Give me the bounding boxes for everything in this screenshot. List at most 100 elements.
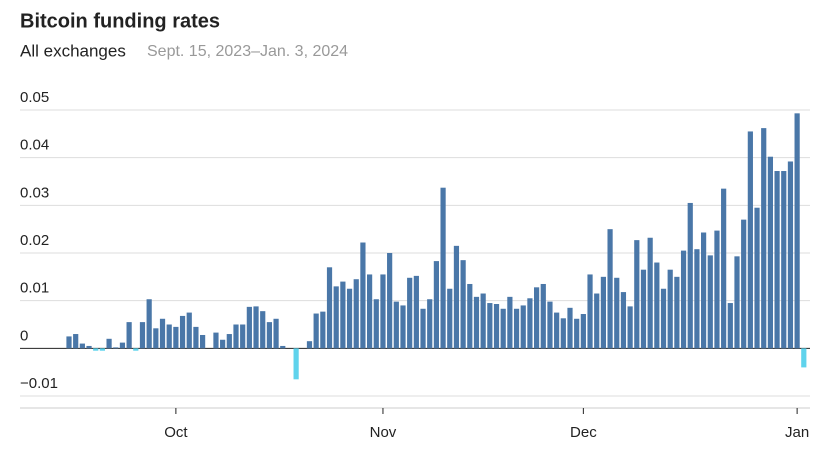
x-tick-label: Jan — [785, 424, 809, 441]
bar — [240, 324, 246, 349]
y-tick-label: 0.01 — [20, 280, 49, 297]
bar — [794, 113, 800, 349]
date-range: Sept. 15, 2023–Jan. 3, 2024 — [147, 43, 348, 60]
bar — [660, 288, 667, 349]
bar — [620, 292, 627, 349]
bar — [587, 274, 593, 349]
bar — [280, 345, 286, 349]
bar — [306, 341, 313, 349]
bar — [393, 301, 399, 349]
bar — [133, 348, 139, 351]
bar — [220, 339, 226, 349]
bar — [293, 348, 299, 380]
bar — [186, 312, 192, 349]
y-tick-label: 0.04 — [20, 137, 49, 154]
bar — [761, 128, 767, 349]
bar — [246, 306, 252, 349]
x-tick-label: Dec — [570, 424, 597, 441]
bar — [139, 322, 146, 349]
bar — [654, 262, 660, 349]
bar — [694, 249, 700, 349]
y-tick-label: 0.05 — [20, 89, 49, 106]
bar — [420, 308, 426, 349]
bar — [707, 255, 713, 349]
bar — [407, 277, 413, 349]
bar — [367, 274, 373, 349]
y-tick-label: 0 — [20, 327, 28, 344]
bar — [721, 188, 727, 349]
bar — [373, 299, 379, 349]
bar — [534, 287, 540, 349]
bar — [387, 253, 393, 349]
bar — [73, 334, 79, 349]
bar — [320, 311, 326, 349]
bar — [273, 318, 279, 349]
bar — [106, 338, 112, 349]
bar — [701, 232, 707, 349]
bar — [326, 267, 333, 349]
bar — [447, 288, 453, 349]
y-tick-label: 0.02 — [20, 232, 49, 249]
bar — [680, 250, 687, 349]
bar — [781, 171, 787, 349]
bar — [594, 293, 600, 349]
bar — [266, 322, 272, 349]
bar — [607, 229, 613, 349]
bar — [166, 324, 172, 349]
bar — [493, 304, 500, 349]
bar — [173, 326, 179, 349]
bar — [540, 283, 546, 349]
bar — [634, 240, 640, 349]
bar — [460, 260, 466, 349]
bar — [66, 336, 72, 349]
bar — [193, 326, 199, 349]
chart-title: Bitcoin funding rates — [20, 10, 220, 32]
bar — [574, 318, 580, 349]
bar — [647, 237, 653, 349]
bar — [360, 242, 366, 349]
bar — [353, 279, 359, 349]
bar — [333, 286, 339, 349]
bar — [554, 312, 560, 349]
bar — [313, 313, 319, 349]
x-tick-label: Oct — [164, 424, 188, 441]
y-tick-label: −0.01 — [20, 375, 58, 392]
x-tick-label: Nov — [370, 424, 397, 441]
bar — [667, 269, 673, 349]
bar — [727, 303, 733, 349]
chart-subtitle: All exchanges — [20, 41, 126, 60]
bar — [734, 256, 740, 349]
bar — [487, 303, 493, 349]
bar — [614, 277, 620, 349]
bar — [113, 347, 119, 349]
y-tick-label: 0.03 — [20, 184, 49, 201]
bar — [774, 171, 780, 349]
bar — [767, 156, 773, 349]
bar — [260, 311, 266, 349]
bar — [480, 293, 486, 349]
bar — [527, 298, 533, 349]
bar — [500, 308, 506, 349]
bar — [714, 230, 720, 349]
bar — [467, 283, 473, 349]
bar — [640, 269, 647, 349]
bar — [400, 305, 406, 349]
bar — [754, 207, 760, 349]
bar — [627, 306, 633, 349]
bar — [159, 318, 166, 349]
bar — [801, 348, 807, 368]
bar — [747, 131, 753, 349]
bar — [153, 328, 159, 349]
bar — [146, 299, 152, 349]
bar — [340, 281, 346, 349]
bar — [226, 334, 232, 349]
bar — [560, 318, 566, 349]
bar — [427, 299, 433, 349]
bar — [580, 314, 586, 349]
bar — [126, 322, 132, 349]
bar — [86, 345, 92, 349]
bar — [453, 245, 460, 349]
bar — [346, 288, 353, 349]
